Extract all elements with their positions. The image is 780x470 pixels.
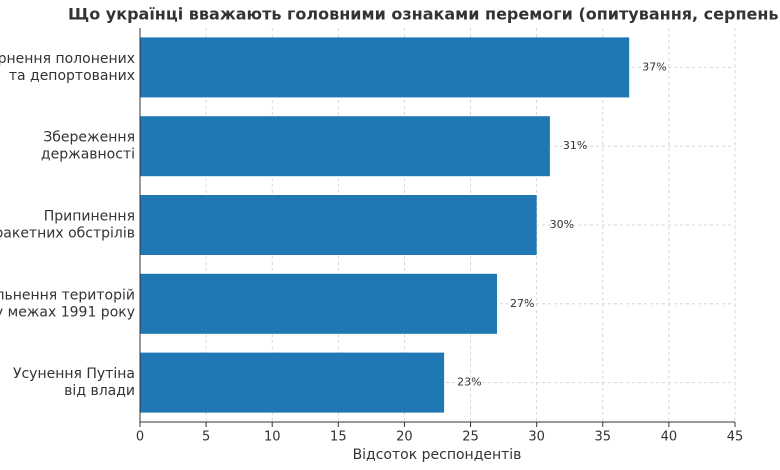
value-label: 23% [457,376,481,389]
y-tick-label: ернення полонених [0,51,135,67]
x-tick-label: 30 [528,430,545,445]
x-tick-label: 0 [136,430,144,445]
x-axis-label: Відсоток респондентів [353,447,522,463]
bar [140,352,445,413]
value-label: 30% [550,218,574,231]
chart-title: Що українці вважають головними ознаками … [68,5,780,24]
y-tick-label: та депортованих [9,68,135,84]
value-label: 27% [510,297,534,310]
x-tick-label: 5 [202,430,210,445]
x-tick-label: 10 [264,430,281,445]
x-tick-label: 15 [330,430,347,445]
x-tick-label: 20 [396,430,413,445]
value-label: 31% [563,139,587,152]
x-tick-label: 25 [462,430,479,445]
bar [140,273,497,334]
x-tick-label: 45 [727,430,744,445]
x-tick-label: 35 [595,430,612,445]
x-tick-label: 40 [661,430,678,445]
bar [140,195,537,255]
y-tick-label: у межах 1991 року [0,304,135,320]
bar [140,37,630,98]
value-label: 37% [642,60,666,73]
y-tick-label: від влади [64,383,135,399]
y-tick-label: Збереження [43,130,135,146]
bar [140,116,550,177]
y-tick-label: державності [41,147,135,163]
y-tick-label: Усунення Путіна [13,366,135,382]
y-tick-label: Припинення [44,209,135,225]
y-tick-label: ільнення територій [0,287,135,303]
y-tick-label: ракетних обстрілів [0,226,135,242]
